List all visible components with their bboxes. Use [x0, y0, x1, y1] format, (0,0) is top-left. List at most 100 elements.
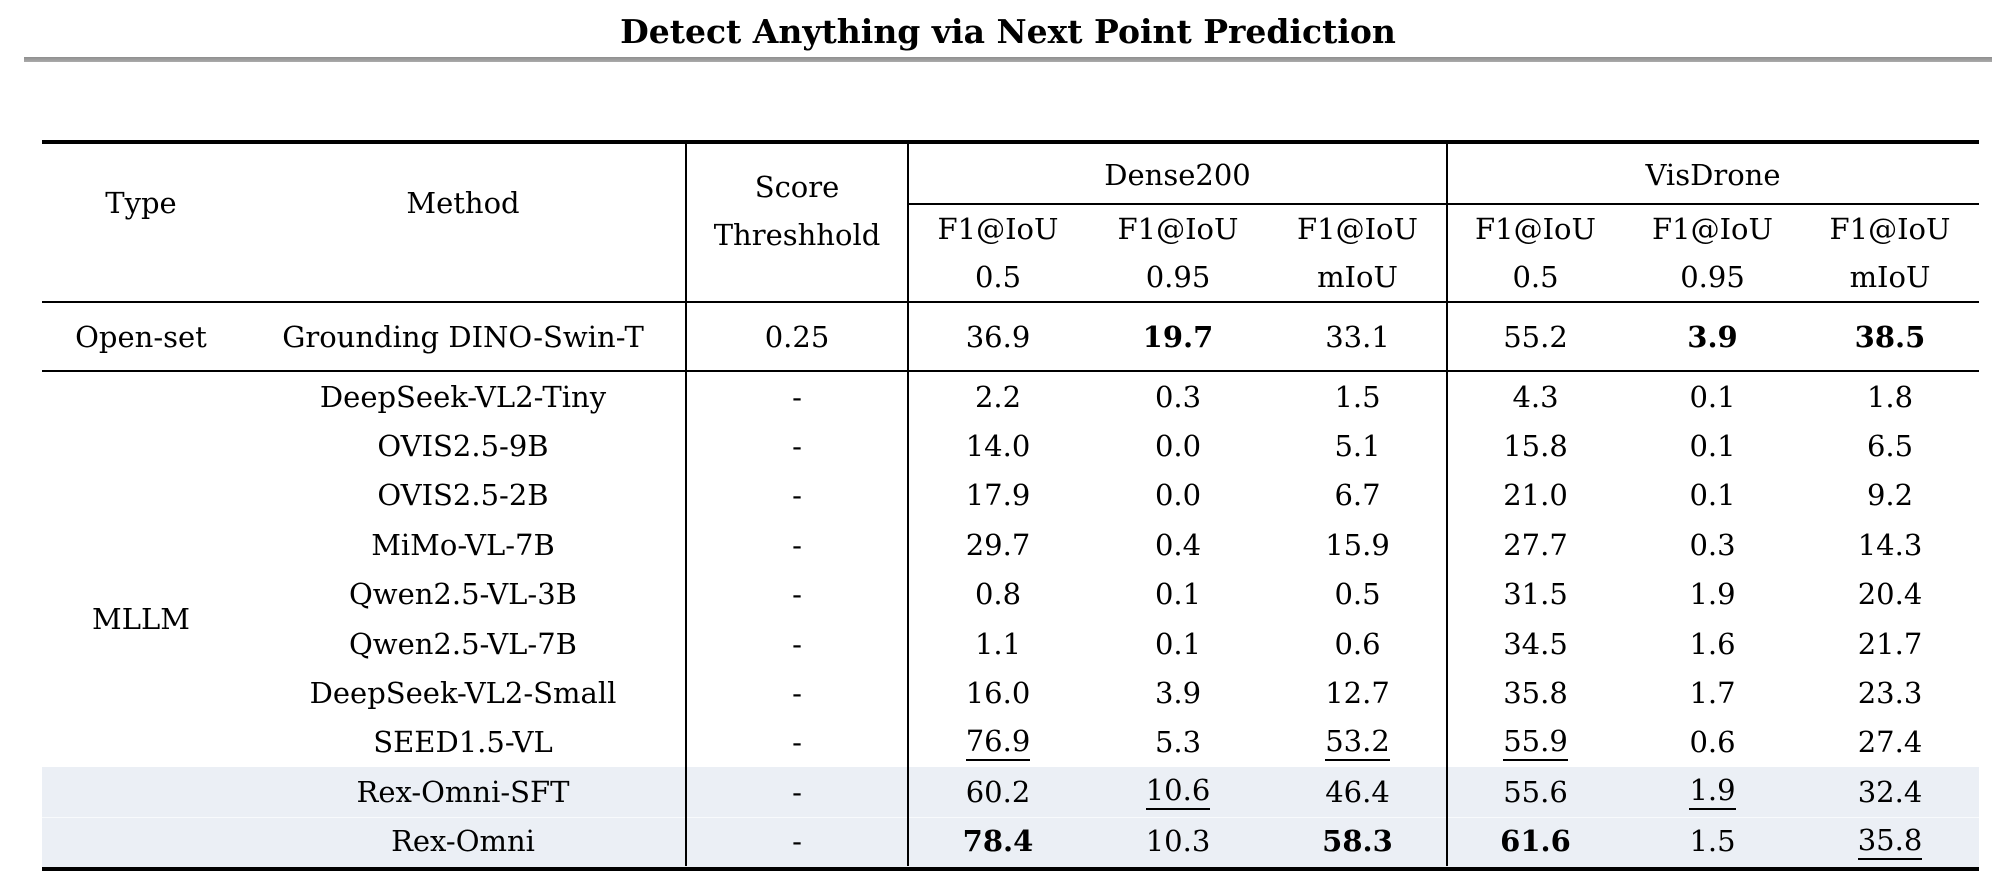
col-header-method: Method	[406, 185, 520, 220]
metric-cell: 2.2	[974, 379, 1022, 414]
metric-cell: 78.4	[962, 824, 1034, 859]
score-threshold-cell: -	[792, 676, 802, 711]
metric-cell: 0.3	[1154, 379, 1202, 414]
method-cell: SEED1.5-VL	[373, 725, 553, 760]
score-threshold-cell: -	[792, 824, 802, 859]
method-cell: OVIS2.5-9B	[377, 429, 549, 464]
metric-cell: 0.0	[1154, 478, 1202, 513]
type-group-label: MLLM	[92, 601, 190, 636]
score-threshold-cell: -	[792, 478, 802, 513]
method-cell: MiMo-VL-7B	[371, 527, 555, 562]
metric-cell: 15.8	[1503, 429, 1568, 464]
metric-cell: 27.7	[1503, 527, 1568, 562]
metric-cell: 55.9	[1447, 718, 1624, 767]
method-cell: DeepSeek-VL2-Tiny	[319, 379, 607, 414]
method-cell: Qwen2.5-VL-3B	[348, 577, 577, 612]
metric-cell: 35.8	[1801, 817, 1979, 866]
metric-cell: 12.7	[1325, 676, 1390, 711]
group-header-rule	[908, 203, 1979, 205]
score-threshold-cell: -	[792, 577, 802, 612]
metric-cell: 27.4	[1857, 725, 1923, 760]
metric-cell: 16.0	[965, 676, 1031, 711]
col-header-visdrone-f1-095: F1@IoU 0.95	[1652, 212, 1773, 294]
score-threshold-line1: Score	[754, 169, 840, 204]
metric-cell: 1.6	[1689, 626, 1736, 661]
metric-cell: 0.6	[1334, 626, 1381, 661]
metric-cell: 76.9	[908, 718, 1088, 767]
metric-cell: 14.0	[965, 429, 1031, 464]
metric-cell: 1.8	[1866, 379, 1914, 414]
metric-cell: 0.6	[1689, 725, 1736, 760]
col-header-visdrone-f1-05: F1@IoU 0.5	[1475, 212, 1596, 294]
score-threshold-cell: -	[792, 429, 802, 464]
metric-cell: 60.2	[965, 774, 1031, 809]
metric-cell: 4.3	[1512, 379, 1559, 414]
method-cell: Grounding DINO-Swin-T	[282, 319, 644, 354]
metric-cell: 55.2	[1503, 319, 1568, 354]
results-table: Type Method Score Threshhold Dense200 Vi…	[42, 140, 1979, 871]
score-threshold-cell: -	[792, 379, 802, 414]
metric-cell: 38.5	[1854, 319, 1926, 354]
highlight-rex-omni	[42, 816, 1979, 867]
metric-cell: 10.3	[1145, 824, 1211, 859]
metric-cell: 0.1	[1154, 626, 1202, 661]
highlight-rex-omni-sft	[42, 767, 1979, 817]
metric-cell: 0.4	[1154, 527, 1202, 562]
metric-cell: 14.3	[1857, 527, 1923, 562]
metric-cell: 36.9	[965, 319, 1031, 354]
metric-cell: 0.5	[1334, 577, 1381, 612]
metric-cell: 5.3	[1154, 725, 1202, 760]
score-threshold-line2: Threshhold	[713, 217, 881, 252]
metric-cell: 5.1	[1334, 429, 1381, 464]
method-cell: DeepSeek-VL2-Small	[309, 676, 617, 711]
metric-cell: 1.7	[1689, 676, 1736, 711]
metric-cell: 33.1	[1325, 319, 1390, 354]
method-cell: Qwen2.5-VL-7B	[348, 626, 577, 661]
metric-cell: 10.6	[1088, 767, 1268, 816]
metric-cell: 20.4	[1857, 577, 1923, 612]
col-header-visdrone-f1-miou: F1@IoU mIoU	[1829, 212, 1951, 294]
col-header-dense200-f1-miou: F1@IoU mIoU	[1297, 212, 1418, 294]
score-threshold-cell: 0.25	[764, 319, 830, 354]
metric-cell: 17.9	[965, 478, 1031, 513]
method-cell: OVIS2.5-2B	[377, 478, 549, 513]
score-threshold-cell: -	[792, 626, 802, 661]
metric-cell: 58.3	[1322, 824, 1393, 859]
metric-cell: 46.4	[1325, 774, 1390, 809]
page-title: Detect Anything via Next Point Predictio…	[620, 12, 1396, 51]
col-header-score-threshold: Score Threshhold	[686, 132, 908, 289]
metric-cell: 53.2	[1268, 718, 1447, 767]
vertical-rule-after-method	[685, 144, 687, 866]
metric-cell: 6.7	[1334, 478, 1381, 513]
metric-cell: 31.5	[1503, 577, 1568, 612]
metric-cell: 3.9	[1687, 319, 1738, 354]
metric-cell: 1.9	[1689, 577, 1736, 612]
metric-cell: 29.7	[965, 527, 1031, 562]
table-header: Type Method Score Threshhold Dense200 Vi…	[42, 144, 1979, 303]
vertical-rule-between-dense200-visdrone	[1446, 144, 1448, 866]
score-threshold-cell: -	[792, 725, 802, 760]
metric-cell: 0.1	[1689, 478, 1736, 513]
metric-cell: 9.2	[1866, 478, 1914, 513]
metric-cell: 1.5	[1334, 379, 1381, 414]
vertical-rule-after-score-threshold	[907, 144, 909, 866]
metric-cell: 1.9	[1624, 767, 1801, 816]
col-header-type: Type	[105, 185, 177, 220]
metric-cell: 6.5	[1866, 429, 1914, 464]
table-row-grounding-dino: Open-set Grounding DINO-Swin-T 0.25 36.9…	[42, 303, 1979, 372]
metric-cell: 0.1	[1689, 379, 1736, 414]
metric-cell: 15.9	[1325, 527, 1390, 562]
metric-cell: 0.8	[974, 577, 1022, 612]
metric-cell: 19.7	[1142, 319, 1214, 354]
metric-cell: 32.4	[1857, 774, 1923, 809]
col-group-visdrone: VisDrone	[1645, 157, 1781, 192]
method-cell: Rex-Omni-SFT	[356, 774, 570, 809]
col-header-dense200-f1-05: F1@IoU 0.5	[937, 212, 1059, 294]
col-group-dense200: Dense200	[1104, 157, 1251, 192]
score-threshold-cell: -	[792, 527, 802, 562]
col-header-dense200-f1-095: F1@IoU 0.95	[1117, 212, 1239, 294]
metric-cell: 0.1	[1689, 429, 1736, 464]
metric-cell: 0.3	[1689, 527, 1736, 562]
metric-cell: 0.1	[1154, 577, 1202, 612]
